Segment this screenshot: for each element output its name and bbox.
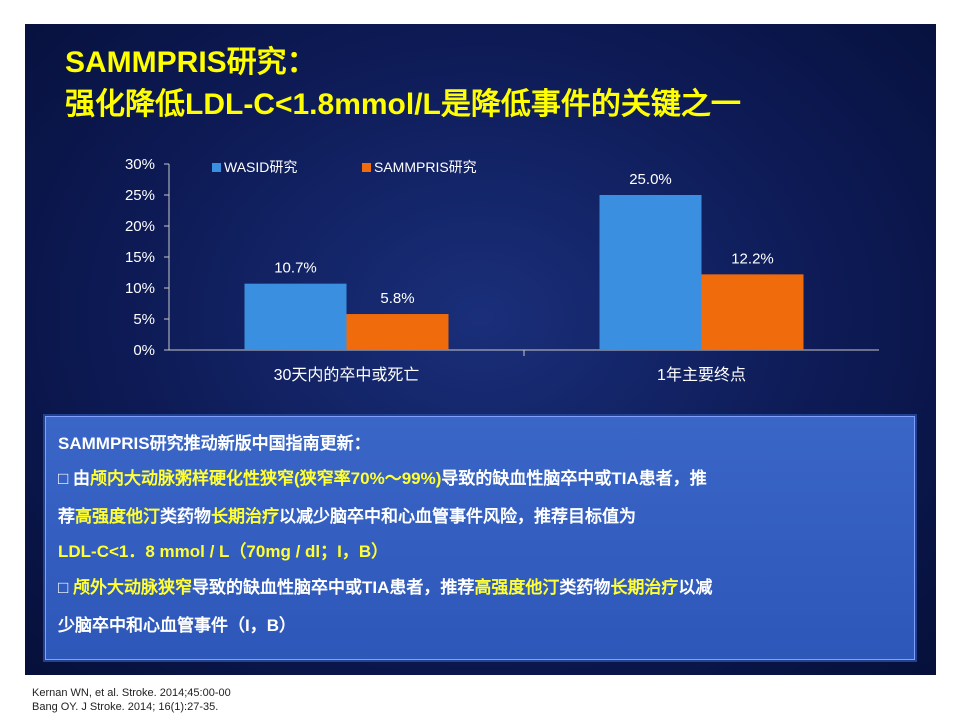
info-highlight: 长期治疗 <box>211 507 279 526</box>
y-tick-label: 15% <box>125 249 155 266</box>
y-tick-label: 5% <box>133 311 155 328</box>
info-line-4: □ 颅外大动脉狭窄导致的缺血性脑卒中或TIA患者，推荐高强度他汀类药物长期治疗以… <box>58 573 712 598</box>
data-label: 12.2% <box>731 250 774 267</box>
info-heading: SAMMPRIS研究推动新版中国指南更新： <box>58 434 371 453</box>
reference-1: Kernan WN, et al. Stroke. 2014;45:00-00 <box>32 687 231 699</box>
guideline-info-box: SAMMPRIS研究推动新版中国指南更新： □ 由颅内大动脉粥样硬化性狭窄(狭窄… <box>45 416 915 660</box>
legend-label: WASID研究 <box>224 159 297 175</box>
y-tick-label: 10% <box>125 280 155 297</box>
legend-swatch <box>212 163 221 172</box>
bar <box>599 195 702 350</box>
info-text: 类药物 <box>559 578 611 597</box>
info-text: 由 <box>73 469 91 488</box>
legend-label: SAMMPRIS研究 <box>374 159 477 175</box>
reference-2: Bang OY. J Stroke. 2014; 16(1):27-35. <box>32 701 219 713</box>
legend-swatch <box>362 163 371 172</box>
y-tick-label: 30% <box>125 156 155 173</box>
title-line-1: SAMMPRIS研究： <box>65 46 317 79</box>
slide-title: SAMMPRIS研究： 强化降低LDL-C<1.8mmol/L是降低事件的关键之… <box>65 42 741 126</box>
title-line-2: 强化降低LDL-C<1.8mmol/L是降低事件的关键之一 <box>65 88 741 121</box>
x-tick-label: 1年主要终点 <box>657 366 746 384</box>
info-line-1: □ 由颅内大动脉粥样硬化性狭窄(狭窄率70%～99%)导致的缺血性脑卒中或TIA… <box>58 464 707 489</box>
info-text: 荐 <box>58 507 75 526</box>
y-tick-label: 0% <box>133 342 155 359</box>
y-tick-label: 25% <box>125 187 155 204</box>
bar <box>346 314 449 350</box>
data-label: 5.8% <box>380 290 414 307</box>
bullet-icon: □ <box>58 469 69 488</box>
data-label: 10.7% <box>274 260 317 277</box>
data-label: 25.0% <box>629 171 672 188</box>
x-tick-label: 30天内的卒中或死亡 <box>274 366 420 384</box>
bar <box>701 274 804 350</box>
info-line-5: 少脑卒中和心血管事件（I，B） <box>58 616 296 635</box>
info-text: 以减 <box>678 578 713 597</box>
info-highlight: 高强度他汀 <box>474 578 560 597</box>
bar-chart: 0% 5% 10% 15% 20% 25% 30% 10.7% 5.8% 30天内的卒中或死亡 25… <box>125 156 879 384</box>
info-text: 以减少脑卒中和心血管事件风险，推荐目标值为 <box>279 507 636 526</box>
info-text: 导致的缺血性脑卒中或TIA患者，推荐 <box>192 578 475 597</box>
bar <box>244 283 347 350</box>
info-highlight: 长期治疗 <box>610 578 679 597</box>
info-line-3: LDL-C<1．8 mmol / L（70mg / dl；I，B） <box>58 542 389 561</box>
info-text: 导致的缺血性脑卒中或TIA患者，推 <box>441 469 707 488</box>
info-highlight: 高强度他汀 <box>75 507 160 526</box>
info-highlight: 颅内大动脉粥样硬化性狭窄(狭窄率70%～99%) <box>90 469 442 488</box>
bullet-icon: □ <box>58 578 69 597</box>
info-line-2: 荐高强度他汀类药物长期治疗以减少脑卒中和心血管事件风险，推荐目标值为 <box>58 502 636 527</box>
slide-background: SAMMPRIS研究： 强化降低LDL-C<1.8mmol/L是降低事件的关键之… <box>25 24 936 675</box>
info-highlight: 颅外大动脉狭窄 <box>73 578 193 597</box>
info-text: 类药物 <box>160 507 211 526</box>
references: Kernan WN, et al. Stroke. 2014;45:00-00 … <box>32 686 231 714</box>
y-tick-label: 20% <box>125 218 155 235</box>
